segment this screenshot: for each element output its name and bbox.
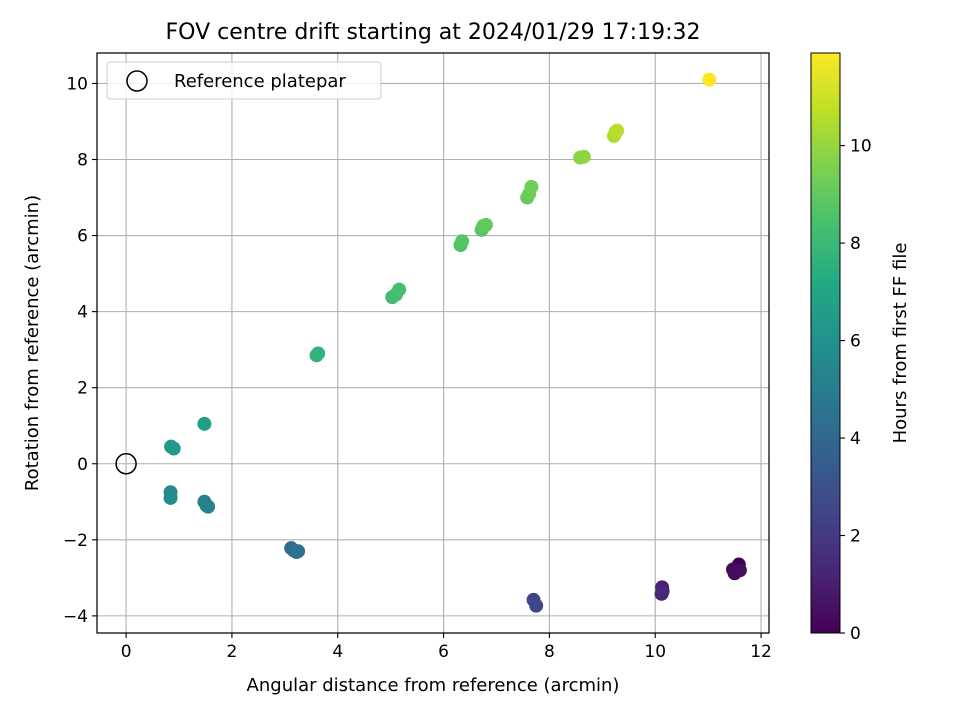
- colorbar-tick-label: 4: [850, 429, 861, 449]
- y-tick-label: −4: [63, 607, 88, 627]
- x-tick-label: 2: [227, 642, 238, 662]
- y-tick-label: 0: [77, 455, 88, 475]
- data-point: [289, 544, 304, 559]
- data-point: [163, 490, 178, 505]
- data-point: [610, 123, 625, 138]
- colorbar-tick-label: 10: [850, 137, 872, 157]
- x-tick-label: 6: [438, 642, 449, 662]
- reference-platepar-marker: [115, 453, 137, 475]
- x-tick-label: 12: [750, 642, 772, 662]
- data-point: [392, 282, 407, 297]
- colorbar-tick-label: 2: [850, 527, 861, 547]
- y-tick-label: 6: [77, 227, 88, 247]
- x-tick-label: 4: [332, 642, 343, 662]
- colorbar-label: Hours from first FF file: [890, 243, 911, 444]
- data-point: [478, 217, 493, 232]
- data-point: [166, 441, 181, 456]
- x-ticks: 0 2 4 6 8 10 12: [121, 633, 772, 662]
- colorbar-ticks: 0 2 4 6 8 10: [840, 137, 872, 644]
- colorbar-tick-label: 8: [850, 234, 861, 254]
- legend-label: Reference platepar: [174, 71, 346, 92]
- data-point: [311, 346, 326, 361]
- data-point: [455, 234, 470, 249]
- data-point: [524, 179, 539, 194]
- x-tick-label: 8: [544, 642, 555, 662]
- y-tick-label: 10: [66, 74, 88, 94]
- reference-marker-layer: [115, 453, 137, 475]
- data-point: [201, 499, 216, 514]
- colorbar: [810, 52, 841, 634]
- y-tick-label: −2: [63, 531, 88, 551]
- y-ticks: −4 −2 0 2 4 6 8 10: [63, 74, 97, 627]
- y-axis-label: Rotation from reference (arcmin): [22, 195, 43, 491]
- data-points: [163, 72, 747, 613]
- legend-box: [106, 61, 382, 100]
- colorbar-tick-label: 0: [850, 624, 861, 644]
- legend-reference-marker: [126, 70, 148, 92]
- data-point: [197, 416, 212, 431]
- y-tick-label: 8: [77, 150, 88, 170]
- data-point: [732, 563, 747, 578]
- data-point: [702, 72, 717, 87]
- data-point: [529, 598, 544, 613]
- y-tick-label: 2: [77, 379, 88, 399]
- colorbar-tick-label: 6: [850, 332, 861, 352]
- data-point: [655, 584, 670, 599]
- chart-title: FOV centre drift starting at 2024/01/29 …: [166, 20, 701, 45]
- x-tick-label: 0: [121, 642, 132, 662]
- data-point: [576, 149, 591, 164]
- y-tick-label: 4: [77, 303, 88, 323]
- plot-frame: [96, 52, 770, 634]
- x-axis-label: Angular distance from reference (arcmin): [247, 675, 620, 696]
- legend: Reference platepar: [106, 61, 382, 100]
- grid-lines: [97, 53, 769, 633]
- x-tick-label: 10: [644, 642, 666, 662]
